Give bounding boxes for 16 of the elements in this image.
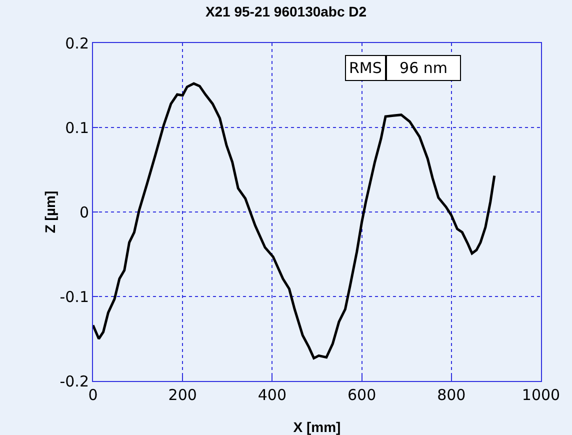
chart-title: X21 95-21 960130abc D2 [205,3,367,20]
y-tick-label: 0 [79,203,89,222]
annotation: 96 nm [390,59,458,77]
x-tick-label: 200 [168,386,197,404]
y-tick-label: -0.2 [60,372,89,390]
x-axis-title: X [mm] [293,419,341,435]
y-axis-title: Z [µm] [42,190,58,234]
x-tick-label: 800 [437,386,466,404]
x-tick-label: 1000 [522,386,560,404]
y-tick-label: 0.1 [65,118,89,137]
x-tick-label: 400 [258,386,287,404]
annotation: RMS [349,59,382,77]
x-tick-label: 600 [347,386,376,404]
line-series [93,82,496,360]
y-tick-label: 0.2 [65,34,89,52]
y-tick-label: -0.1 [60,288,89,306]
